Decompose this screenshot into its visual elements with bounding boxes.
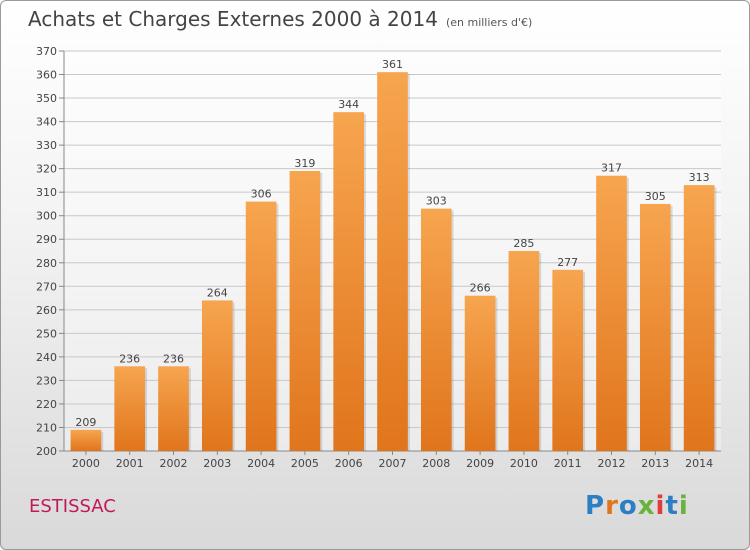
- y-tick-label: 220: [36, 398, 57, 411]
- x-tick-label: 2008: [422, 457, 450, 470]
- x-tick-label: 2003: [203, 457, 231, 470]
- bar-value-label: 305: [645, 190, 666, 203]
- logo-letter: o: [618, 491, 638, 521]
- y-tick-label: 360: [36, 69, 57, 82]
- bar-value-label: 266: [470, 282, 491, 295]
- bar-value-label: 306: [251, 188, 272, 201]
- x-tick-label: 2011: [554, 457, 582, 470]
- place-name: ESTISSAC: [29, 496, 116, 517]
- bar: [289, 171, 321, 451]
- bar: [333, 112, 365, 452]
- x-tick-label: 2012: [598, 457, 626, 470]
- bar-value-label: 313: [689, 171, 710, 184]
- y-tick-label: 290: [36, 233, 57, 246]
- bar: [683, 185, 715, 451]
- bar-value-label: 264: [207, 286, 228, 299]
- y-tick-label: 280: [36, 257, 57, 270]
- y-tick-label: 310: [36, 186, 57, 199]
- x-tick-label: 2009: [466, 457, 494, 470]
- x-tick-label: 2013: [641, 457, 669, 470]
- logo-letter: r: [605, 491, 619, 521]
- logo-letter: i: [655, 491, 666, 521]
- bar-value-label: 285: [513, 237, 534, 250]
- x-tick-label: 2006: [335, 457, 363, 470]
- y-tick-label: 370: [36, 45, 57, 58]
- y-tick-label: 340: [36, 116, 57, 129]
- bar: [420, 208, 452, 451]
- x-tick-label: 2004: [247, 457, 275, 470]
- y-tick-label: 200: [36, 445, 57, 458]
- bar-value-label: 344: [338, 98, 359, 111]
- bar: [552, 269, 584, 451]
- x-tick-label: 2010: [510, 457, 538, 470]
- x-tick-label: 2007: [379, 457, 407, 470]
- logo-letter: x: [637, 491, 656, 521]
- bar-value-label: 236: [119, 352, 140, 365]
- logo-letter: t: [665, 491, 679, 521]
- bar: [377, 72, 408, 452]
- y-tick-label: 230: [36, 374, 57, 387]
- bar-value-label: 317: [601, 162, 622, 175]
- bar: [201, 300, 233, 451]
- x-tick-label: 2000: [72, 457, 100, 470]
- logo-letter: P: [585, 491, 606, 521]
- y-tick-label: 350: [36, 92, 57, 105]
- bar-value-label: 209: [75, 416, 96, 429]
- y-tick-label: 260: [36, 304, 57, 317]
- bar: [70, 429, 102, 451]
- y-tick-label: 320: [36, 163, 57, 176]
- x-tick-label: 2014: [685, 457, 713, 470]
- bar: [245, 201, 277, 451]
- chart-subtitle: (en milliers d'€): [445, 16, 533, 29]
- bar-value-label: 277: [557, 256, 578, 269]
- logo-letter: i: [678, 491, 689, 521]
- y-tick-label: 300: [36, 210, 57, 223]
- x-tick-label: 2002: [160, 457, 188, 470]
- chart-title: Achats et Charges Externes 2000 à 2014 (e…: [28, 7, 532, 31]
- bar-value-label: 361: [382, 58, 403, 71]
- x-tick-label: 2005: [291, 457, 319, 470]
- y-tick-label: 250: [36, 327, 57, 340]
- y-tick-label: 330: [36, 139, 57, 152]
- proxiti-logo: Proxiti: [585, 491, 689, 521]
- bar-value-label: 236: [163, 352, 184, 365]
- bar: [596, 175, 627, 452]
- y-tick-label: 270: [36, 280, 57, 293]
- y-tick-label: 240: [36, 351, 57, 364]
- x-tick-label: 2001: [116, 457, 144, 470]
- bar-value-label: 319: [294, 157, 315, 170]
- bar: [464, 295, 496, 451]
- bar: [639, 203, 671, 451]
- chart-title-text: Achats et Charges Externes 2000 à 2014: [28, 7, 438, 31]
- bar-value-label: 303: [426, 195, 447, 208]
- bar: [114, 366, 146, 451]
- bar: [508, 251, 540, 451]
- bar: [158, 366, 189, 451]
- y-tick-label: 210: [36, 421, 57, 434]
